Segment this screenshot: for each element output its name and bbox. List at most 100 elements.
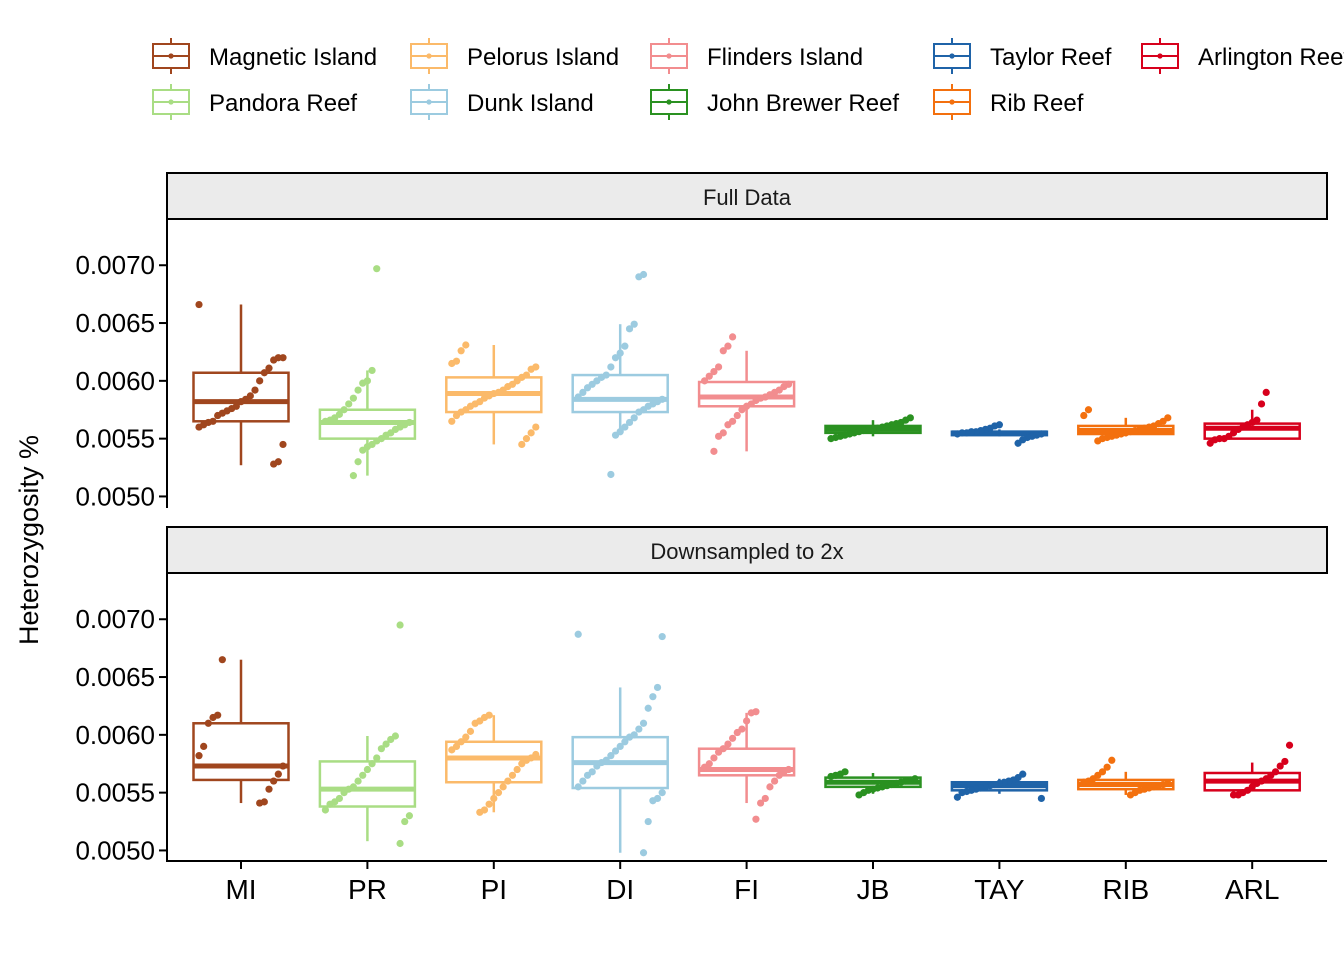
data-point <box>345 400 353 408</box>
data-point <box>448 359 456 368</box>
data-point <box>195 423 203 431</box>
box-arl <box>1203 388 1301 447</box>
data-point <box>611 354 620 362</box>
data-point <box>752 815 760 823</box>
data-point <box>368 760 376 768</box>
data-point <box>452 411 461 420</box>
x-tick-label: FI <box>734 874 759 905</box>
box-di <box>571 270 669 479</box>
data-point <box>321 806 329 814</box>
data-point <box>405 812 413 820</box>
y-ticks: 0.0050 0.0055 0.0060 0.0065 0.0070 <box>75 250 167 511</box>
data-point <box>256 377 264 385</box>
data-point <box>729 333 737 341</box>
data-point <box>518 440 526 449</box>
box-jb <box>824 768 922 799</box>
box-rect <box>318 760 417 808</box>
data-point <box>270 356 278 364</box>
data-point <box>382 740 390 748</box>
data-point <box>396 621 404 629</box>
data-point <box>724 342 732 350</box>
data-point <box>200 742 208 751</box>
data-point <box>1206 439 1214 447</box>
data-point <box>462 733 470 741</box>
data-point <box>490 794 498 803</box>
y-tick-label: 0.0065 <box>75 662 155 692</box>
data-point <box>494 789 503 797</box>
data-point <box>574 630 582 638</box>
legend-key-point <box>168 53 174 59</box>
data-point <box>607 470 615 479</box>
box-tay <box>950 770 1049 803</box>
data-point <box>448 746 456 754</box>
x-tick-label: PR <box>348 874 387 905</box>
data-point <box>1276 762 1284 770</box>
data-point <box>658 789 666 797</box>
data-point <box>855 791 863 799</box>
box-rect <box>697 747 796 777</box>
legend-key-point <box>168 99 174 105</box>
data-point <box>214 411 222 420</box>
data-point <box>701 763 709 771</box>
data-point <box>532 423 540 431</box>
legend-item: Flinders Island <box>650 38 863 74</box>
box-pi <box>445 711 543 816</box>
data-point <box>635 408 643 416</box>
box-mi <box>192 656 290 807</box>
data-point <box>354 458 362 466</box>
data-point <box>270 777 278 785</box>
data-point <box>705 372 713 380</box>
data-point <box>349 472 357 480</box>
data-point <box>256 799 264 807</box>
data-point <box>644 817 652 826</box>
x-tick-label: JB <box>857 874 890 905</box>
panel-strip <box>166 172 1328 220</box>
data-point <box>457 738 465 746</box>
data-point <box>729 734 737 742</box>
panel-strip <box>166 526 1328 574</box>
box-arl <box>1203 741 1301 799</box>
data-point <box>611 431 620 439</box>
data-point <box>1126 791 1135 799</box>
data-point <box>574 393 582 401</box>
data-point <box>625 325 634 333</box>
data-point <box>260 369 268 377</box>
data-point <box>611 747 620 755</box>
data-point <box>710 367 718 376</box>
data-point <box>279 762 287 770</box>
data-point <box>274 770 282 778</box>
legend-key-point <box>666 99 672 105</box>
data-point <box>499 783 507 791</box>
data-point <box>827 772 835 781</box>
data-point <box>775 771 783 779</box>
x-tick-label: TAY <box>974 874 1025 905</box>
y-tick-label: 0.0050 <box>75 835 155 865</box>
legend-item: Magnetic Island <box>152 38 377 74</box>
legend-key-point <box>949 53 955 59</box>
box-mi <box>192 300 290 468</box>
data-point <box>953 793 962 801</box>
data-point <box>1262 388 1270 396</box>
box-fi <box>697 333 796 455</box>
data-point <box>359 379 367 387</box>
data-point <box>715 363 723 371</box>
data-point <box>457 347 465 355</box>
y-tick-label: 0.0055 <box>75 424 155 454</box>
legend-item: Dunk Island <box>410 84 594 120</box>
data-point <box>1080 778 1088 786</box>
x-ticks: MI PR PI DI FI JB TAY RIB ARL <box>225 862 1279 905</box>
y-tick-label: 0.0060 <box>75 366 155 396</box>
legend-label: Magnetic Island <box>209 44 377 71</box>
data-point <box>508 771 517 779</box>
data-point <box>368 366 376 375</box>
data-point <box>359 446 367 454</box>
y-tick-label: 0.0055 <box>75 778 155 808</box>
data-point <box>574 783 582 791</box>
boxes <box>192 621 1301 857</box>
data-point <box>359 771 367 779</box>
data-point <box>466 727 475 735</box>
box-rect <box>571 373 669 414</box>
legend-item: John Brewer Reef <box>650 84 899 120</box>
box-rib <box>1077 406 1175 445</box>
data-point <box>616 742 624 751</box>
